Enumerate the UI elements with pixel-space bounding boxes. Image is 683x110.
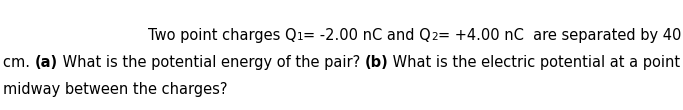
Text: (a): (a): [35, 55, 58, 70]
Text: = -2.00 nC and Q: = -2.00 nC and Q: [303, 28, 431, 43]
Text: 2: 2: [431, 32, 438, 42]
Text: (b): (b): [365, 55, 389, 70]
Text: cm.: cm.: [3, 55, 35, 70]
Text: What is the electric potential at a point: What is the electric potential at a poin…: [389, 55, 680, 70]
Text: Two point charges Q: Two point charges Q: [148, 28, 296, 43]
Text: 1: 1: [296, 32, 303, 42]
Text: What is the potential energy of the pair?: What is the potential energy of the pair…: [58, 55, 365, 70]
Text: = +4.00 nC  are separated by 40.0: = +4.00 nC are separated by 40.0: [438, 28, 683, 43]
Text: midway between the charges?: midway between the charges?: [3, 82, 227, 97]
